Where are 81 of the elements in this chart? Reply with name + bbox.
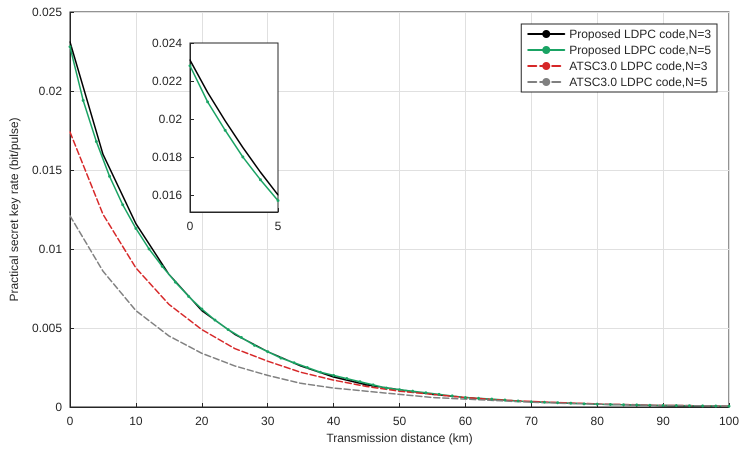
point: [266, 350, 270, 354]
point: [200, 308, 204, 311]
point: [648, 404, 652, 407]
legend-label: ATSC3.0 LDPC code,N=5: [569, 75, 708, 89]
point: [160, 264, 164, 268]
y-tick-label: 0.01: [38, 242, 62, 256]
point: [674, 404, 678, 408]
x-tick-label: 40: [326, 414, 341, 428]
x-tick-label: 80: [590, 414, 604, 428]
point: [94, 140, 98, 144]
point: [134, 226, 138, 230]
y-tick-label: 0.015: [32, 163, 62, 177]
point: [148, 248, 151, 250]
point: [276, 199, 280, 202]
point: [608, 402, 612, 406]
point: [411, 390, 414, 393]
point: [224, 128, 227, 132]
point: [306, 366, 309, 369]
x-tick-label: 70: [524, 414, 538, 428]
x-tick-label: 60: [458, 414, 472, 428]
point: [258, 178, 262, 182]
point: [688, 404, 691, 408]
y-tick-label: 0.02: [38, 84, 62, 98]
point: [82, 98, 85, 102]
point: [490, 398, 494, 401]
point: [213, 318, 216, 322]
y-tick-label: 0.02: [158, 112, 182, 126]
point: [503, 398, 506, 402]
point: [345, 377, 348, 380]
x-tick-label: 5: [274, 219, 282, 233]
point: [384, 386, 388, 390]
point: [240, 336, 243, 339]
x-tick-label: 50: [392, 414, 406, 428]
point: [450, 394, 454, 398]
point: [279, 356, 282, 360]
point: [174, 280, 177, 284]
point: [68, 45, 72, 48]
point: [358, 380, 362, 384]
x-tick-label: 30: [261, 414, 275, 428]
x-tick-label: 20: [195, 414, 209, 428]
y-tick-label: 0: [55, 400, 62, 414]
point: [622, 403, 626, 406]
point: [701, 404, 704, 408]
x-axis-title: Transmission distance (km): [326, 430, 473, 445]
point: [569, 402, 572, 405]
y-tick-label: 0.005: [32, 321, 62, 335]
point: [121, 203, 124, 206]
x-tick-label: 0: [66, 414, 74, 428]
legend-label: Proposed LDPC code,N=5: [569, 43, 712, 57]
legend-label: ATSC3.0 LDPC code,N=3: [569, 59, 708, 73]
y-tick-label: 0.016: [152, 188, 182, 202]
point: [188, 64, 192, 68]
y-tick-label: 0.018: [152, 150, 182, 164]
point: [438, 392, 441, 396]
point: [318, 370, 322, 374]
point: [516, 399, 520, 402]
point: [206, 100, 210, 104]
point: [292, 361, 296, 364]
x-tick-label: 90: [656, 414, 670, 428]
point: [530, 400, 533, 404]
point: [253, 344, 256, 347]
x-tick-label: 10: [129, 414, 143, 428]
point: [372, 383, 375, 386]
point: [332, 374, 336, 377]
point: [241, 155, 244, 158]
legend-label: Proposed LDPC code,N=3: [569, 27, 712, 41]
y-axis-title: Practical secret key rate (bit/pulse): [7, 117, 21, 302]
y-tick-label: 0.025: [32, 5, 62, 19]
y-tick-label: 0.024: [152, 36, 182, 50]
point: [464, 396, 467, 400]
point: [477, 396, 480, 400]
point: [714, 404, 718, 408]
point: [108, 174, 112, 178]
point: [187, 294, 190, 298]
point: [635, 403, 638, 406]
point: [582, 402, 586, 406]
point: [542, 400, 546, 404]
point: [398, 388, 401, 392]
point: [226, 328, 230, 332]
x-tick-label: 100: [718, 414, 740, 428]
y-tick-label: 0.022: [152, 74, 182, 88]
